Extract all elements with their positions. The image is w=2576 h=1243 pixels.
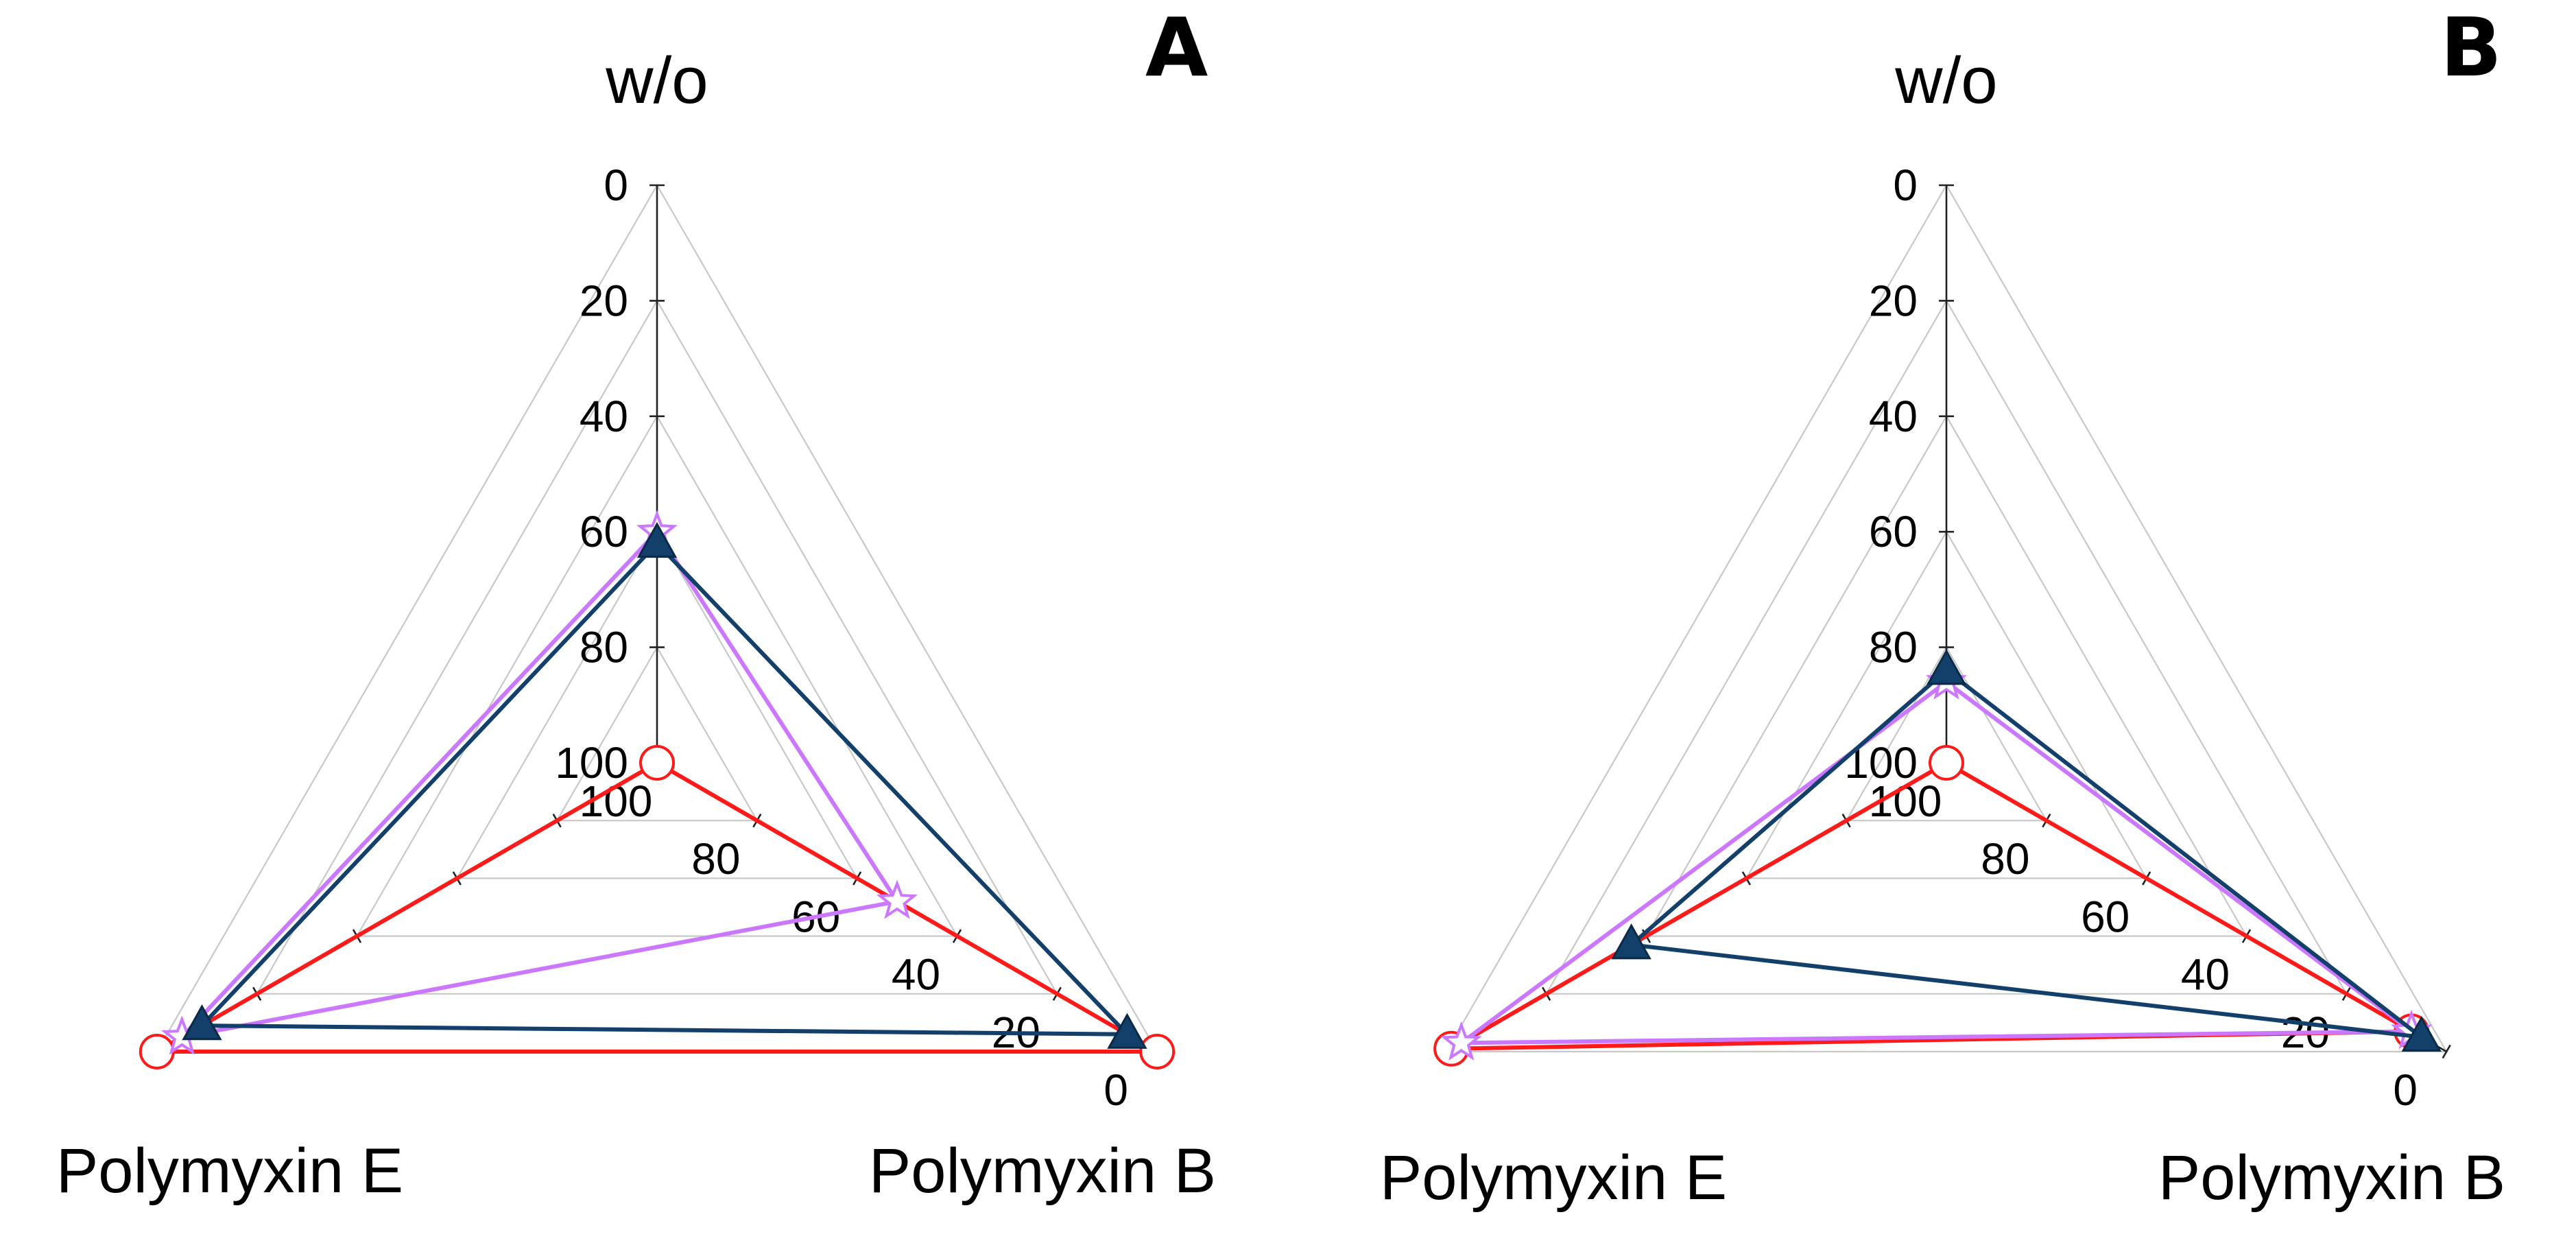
tick-label-wo: 80 [580, 623, 628, 672]
axis-label-wo-a: w/o [605, 44, 708, 117]
tick-label-polymyxin-b: 0 [2393, 1065, 2418, 1115]
tick-label-polymyxin-b: 40 [2181, 950, 2230, 999]
tick-label-wo: 40 [580, 392, 628, 441]
axis-label-polymyxin-e-a: Polymyxin E [56, 1136, 403, 1206]
series-red-circle-point [1139, 1034, 1176, 1069]
tick-label-polymyxin-b: 80 [1981, 834, 2029, 884]
grid-ring [455, 530, 859, 879]
tick-label-wo: 20 [580, 276, 628, 325]
series-red-circle-point [1929, 745, 1964, 781]
series-violet-star-point [876, 879, 918, 919]
grid-ring [1645, 414, 2248, 937]
tick-label-wo: 0 [1893, 161, 1918, 210]
series-red-circle-line [154, 761, 1160, 1054]
axis-label-wo-b: w/o [1894, 44, 1997, 117]
axis-label-polymyxin-b-b: Polymyxin B [2158, 1143, 2505, 1213]
series-violet-star-line [1459, 680, 2414, 1045]
series-red-circle-point [139, 1034, 175, 1069]
tick-label-wo: 0 [604, 161, 628, 210]
grid-ring [1545, 299, 2348, 995]
tick-label-wo: 100 [555, 738, 628, 788]
tick-label-wo: 40 [1869, 392, 1918, 441]
series-navy-triangle-point [1611, 923, 1651, 960]
axis-label-polymyxin-b-a: Polymyxin B [869, 1136, 1216, 1206]
series-navy-triangle-point [2401, 1015, 2442, 1052]
tick-label-wo: 80 [1869, 623, 1918, 672]
grid-ring [1444, 183, 2448, 1053]
series-navy-triangle-point [182, 1004, 222, 1041]
grid-ring [1745, 530, 2148, 879]
series-navy-triangle-point [1926, 649, 1967, 685]
tick-label-wo: 60 [580, 507, 628, 556]
series-red-circle-line [1449, 761, 2414, 1051]
grid-ring [556, 646, 759, 822]
grid-ring [255, 299, 1059, 995]
series-navy-triangle-line [1629, 668, 2424, 1039]
panel-label-b: B [2440, 0, 2502, 95]
series-navy-triangle-line [200, 541, 1130, 1037]
series-navy-triangle-point [636, 521, 678, 558]
tick-label-wo: 60 [1869, 507, 1918, 556]
series-violet-star-line [180, 530, 900, 1039]
tick-label-polymyxin-b: 80 [691, 834, 740, 884]
series-navy-triangle-point [1107, 1013, 1147, 1049]
axis-label-polymyxin-e-b: Polymyxin E [1380, 1143, 1727, 1213]
tick-label-wo: 20 [1869, 276, 1918, 325]
tick-label-polymyxin-b: 0 [1104, 1065, 1128, 1115]
series-red-circle-point [639, 745, 675, 781]
tick-label-polymyxin-b: 60 [2081, 892, 2130, 941]
grid-ring [1845, 646, 2048, 822]
series-violet-star-point [1440, 1021, 1482, 1061]
grid-ring [355, 414, 959, 937]
axis-tick [2442, 1044, 2451, 1059]
panel-label-a: A [1145, 0, 1208, 95]
tick-label-polymyxin-b: 40 [892, 950, 940, 999]
